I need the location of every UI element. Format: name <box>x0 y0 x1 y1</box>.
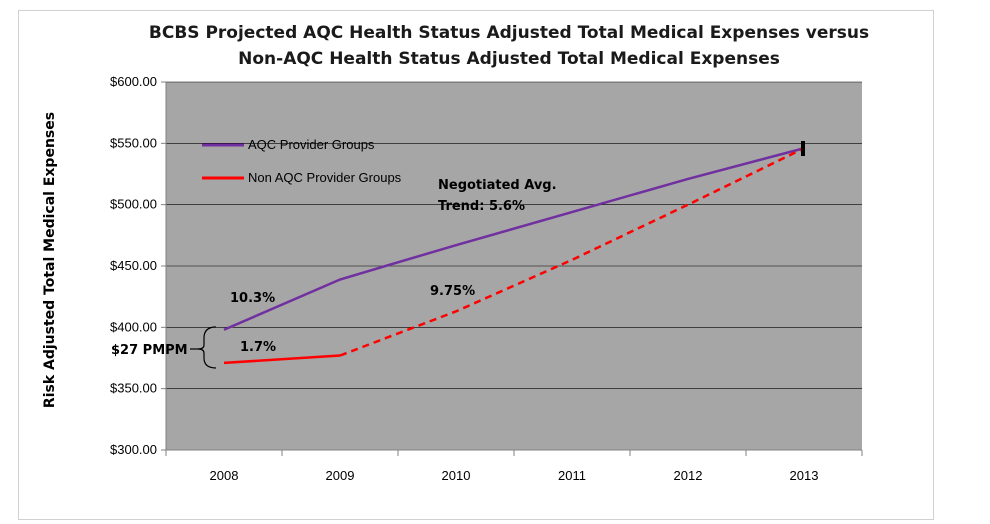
x-tick-label-2013: 2013 <box>790 468 819 483</box>
y-tick-label-0: $300.00 <box>110 442 157 457</box>
legend: AQC Provider Groups Non AQC Provider Gro… <box>202 137 402 185</box>
annotation-non-aqc-growth: 1.7% <box>240 340 276 355</box>
annotation-trend-line-1: Negotiated Avg. <box>438 178 557 193</box>
y-axis-label: Risk Adjusted Total Medical Expenses <box>42 112 58 408</box>
x-tick-label-2008: 2008 <box>210 468 239 483</box>
annotation-aqc-growth: 10.3% <box>230 291 275 306</box>
gridlines <box>166 81 862 389</box>
y-tick-label-6: $600.00 <box>110 74 157 89</box>
y-tick-label-1: $350.00 <box>110 381 157 396</box>
x-tick-label-2012: 2012 <box>674 468 703 483</box>
legend-label-non-aqc: Non AQC Provider Groups <box>248 170 402 185</box>
series-line-dashed-non-aqc-provider-groups <box>339 147 805 357</box>
series-line-aqc-provider-groups <box>223 147 805 331</box>
series-line-solid-non-aqc-provider-groups <box>223 354 341 365</box>
y-tick-label-2: $400.00 <box>110 319 157 334</box>
y-tick-label-3: $450.00 <box>110 258 157 273</box>
y-tick-label-5: $550.00 <box>110 135 157 150</box>
annotation-gap-label: $27 PMPM <box>111 343 188 358</box>
series-lines <box>223 147 805 365</box>
x-tick-label-2011: 2011 <box>558 468 586 483</box>
y-axis-ticks: $300.00 $350.00 $400.00 $450.00 $500.00 $550.… <box>110 74 166 457</box>
annotation-projected-growth: 9.75% <box>430 284 475 299</box>
chart-title-line-1: BCBS Projected AQC Health Status Adjuste… <box>149 23 869 43</box>
end-marker <box>801 141 805 156</box>
y-tick-label-4: $500.00 <box>110 197 157 212</box>
legend-label-aqc: AQC Provider Groups <box>248 137 375 152</box>
x-tick-label-2010: 2010 <box>442 468 471 483</box>
annotation-trend-line-2: Trend: 5.6% <box>438 199 525 214</box>
x-axis-ticks: 2008 2009 2010 2011 2012 2013 <box>165 450 863 483</box>
chart-title-line-2: Non-AQC Health Status Adjusted Total Med… <box>238 49 780 69</box>
x-tick-label-2009: 2009 <box>326 468 355 483</box>
